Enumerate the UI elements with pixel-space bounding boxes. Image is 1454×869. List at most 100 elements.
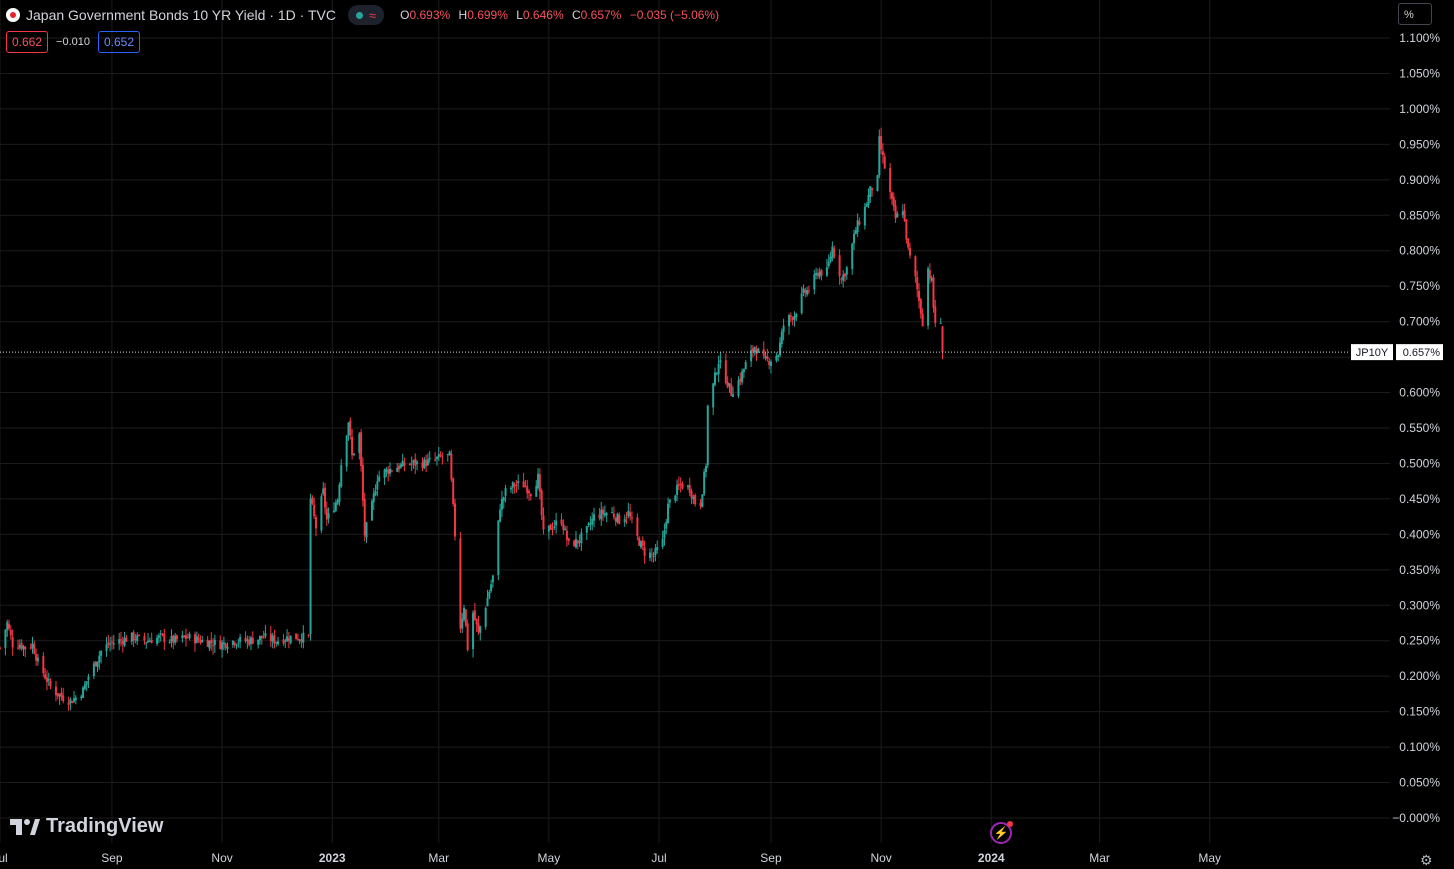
symbol-title[interactable]: Japan Government Bonds 10 YR Yield · 1D … [26, 7, 336, 23]
candle-body [573, 540, 576, 547]
candle-body [246, 639, 249, 642]
candle-body [650, 553, 653, 555]
candle-body [892, 196, 895, 207]
candle-body [74, 697, 77, 701]
candle-body [744, 362, 747, 370]
candle-body [448, 451, 451, 456]
candle-body [564, 528, 567, 531]
candle-body [853, 233, 856, 244]
candle-body [714, 372, 716, 385]
candle-body [42, 656, 45, 674]
x-tick-label: Sep [760, 851, 782, 865]
candle-body [724, 360, 727, 384]
y-tick-label: 0.550% [1399, 421, 1440, 435]
candle-body [598, 514, 601, 519]
candle-body [907, 238, 910, 248]
candle-body [825, 267, 828, 276]
tradingview-logo[interactable]: TradingView [10, 815, 163, 838]
buy-button[interactable]: 0.652 [97, 31, 141, 53]
candle-body [652, 555, 655, 557]
candle-body [553, 526, 556, 528]
candle-body [909, 248, 911, 256]
candle-body [927, 268, 930, 326]
candle-body [47, 679, 50, 681]
candle-body [454, 503, 456, 537]
candle-body [251, 637, 254, 644]
candle-body [739, 378, 742, 382]
candle-body [829, 256, 832, 262]
candle-body [414, 458, 417, 466]
candle-body [750, 350, 753, 362]
candle-body [360, 432, 363, 467]
x-tick-label: Nov [211, 851, 232, 865]
candle-body [112, 643, 115, 645]
candle-body [224, 643, 227, 648]
candle-body [562, 523, 565, 530]
candle-body [932, 277, 935, 308]
candle-body [157, 635, 160, 638]
candle-body [466, 623, 469, 651]
candle-body [107, 642, 110, 645]
candle-body [806, 290, 809, 295]
candle-body [125, 637, 128, 642]
candle-body [491, 575, 494, 583]
market-status[interactable]: ≈ [347, 5, 385, 25]
candle-body [881, 151, 884, 156]
sell-button[interactable]: 0.662 [6, 31, 49, 53]
candle-body [244, 637, 247, 642]
candle-body [656, 547, 659, 551]
candle-body [766, 356, 769, 360]
y-tick-label: 0.950% [1399, 137, 1440, 151]
lightning-icon[interactable]: ⚡ [990, 821, 1013, 844]
candle-body [17, 647, 20, 649]
candle-body [654, 548, 657, 556]
candle-body [876, 175, 879, 191]
candle-body [376, 481, 379, 490]
candle-body [24, 646, 27, 650]
candle-body [351, 436, 354, 456]
candle-body [36, 657, 39, 662]
candle-body [560, 519, 563, 525]
candle-body [118, 639, 121, 644]
candle-body [515, 484, 518, 486]
y-tick-label: 0.200% [1399, 669, 1440, 683]
candle-body [54, 686, 57, 695]
candle-body [257, 639, 260, 645]
candle-body [100, 651, 103, 656]
candle-body [688, 485, 691, 493]
candle-body [248, 639, 251, 645]
candle-body [170, 636, 173, 642]
candle-body [80, 696, 83, 699]
candle-body [869, 186, 872, 197]
candle-body [699, 502, 702, 506]
candle-body [791, 317, 794, 320]
candle-body [704, 465, 707, 473]
y-tick-label: 0.250% [1399, 634, 1440, 648]
candle-body [537, 473, 540, 488]
candle-body [795, 313, 798, 318]
candle-body [439, 454, 442, 457]
candle-body [941, 326, 944, 353]
candle-body [921, 313, 924, 327]
candle-body [472, 612, 475, 650]
candle-body [602, 509, 605, 515]
candle-body [295, 633, 298, 640]
candle-body [524, 485, 527, 487]
candle-body [728, 383, 731, 386]
candle-body [643, 547, 646, 556]
candle-body [387, 469, 390, 474]
candle-body [502, 497, 505, 501]
candle-body [788, 315, 791, 327]
candle-body [123, 637, 126, 646]
candle-body [737, 380, 740, 396]
data-delay-icon: ≈ [368, 7, 377, 23]
settings-gear-icon[interactable]: ⚙ [1420, 852, 1433, 868]
candle-body [753, 347, 756, 353]
y-tick-label: 0.450% [1399, 492, 1440, 506]
price-scale-unit-selector[interactable]: % [1398, 3, 1432, 25]
candle-body [565, 530, 568, 540]
candle-body [349, 420, 352, 436]
trade-panel: 0.662 −0.010 0.652 [6, 31, 141, 53]
candle-body [461, 618, 464, 629]
